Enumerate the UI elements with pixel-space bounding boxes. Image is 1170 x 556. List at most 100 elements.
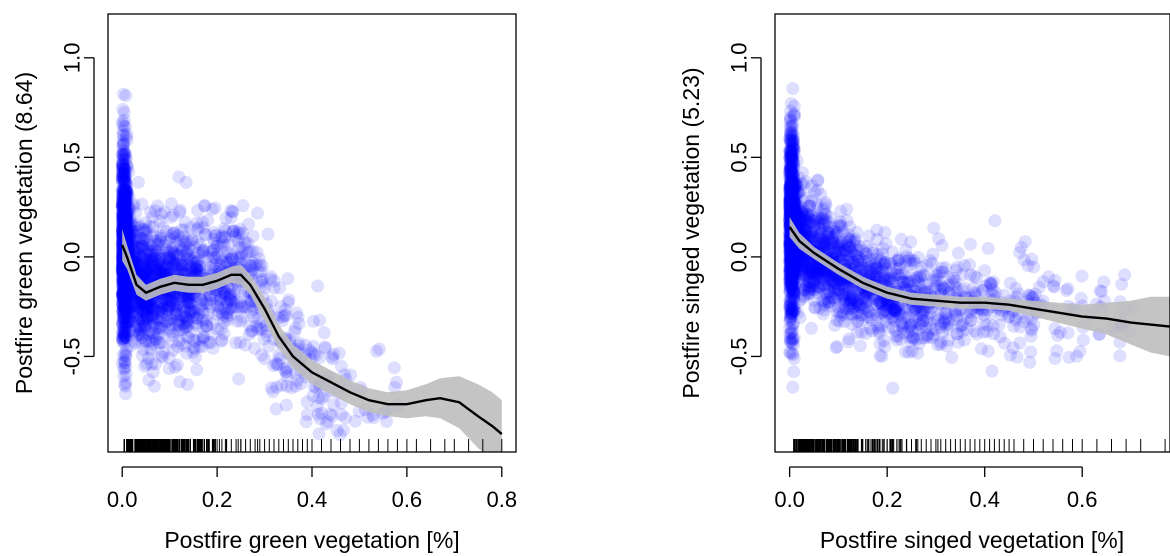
scatter-point: [902, 254, 916, 268]
scatter-point: [128, 319, 142, 333]
scatter-point: [117, 192, 131, 206]
scatter-point: [199, 228, 213, 242]
scatter-point: [117, 293, 131, 307]
scatter-point: [168, 360, 182, 374]
scatter-point: [891, 267, 905, 281]
scatter-point: [850, 292, 864, 306]
scatter-point: [154, 235, 168, 249]
scatter-point: [118, 284, 132, 298]
scatter-point: [225, 250, 239, 264]
scatter-point: [124, 223, 138, 237]
scatter-point: [122, 304, 136, 317]
scatter-point: [784, 246, 798, 260]
scatter-point: [805, 208, 819, 222]
scatter-point: [119, 283, 133, 297]
scatter-point: [783, 264, 797, 278]
scatter-point: [124, 306, 138, 320]
scatter-point: [247, 310, 261, 324]
scatter-point: [236, 226, 250, 240]
scatter-point: [118, 198, 131, 212]
scatter-point: [117, 337, 131, 350]
scatter-point: [835, 289, 849, 302]
scatter-point: [116, 304, 130, 318]
scatter-point: [174, 241, 188, 255]
scatter-point: [257, 332, 271, 346]
scatter-point: [117, 209, 131, 223]
scatter-point: [784, 210, 798, 224]
scatter-point: [786, 197, 800, 211]
scatter-point: [785, 165, 799, 179]
scatter-point: [787, 160, 801, 173]
scatter-point: [783, 331, 797, 345]
scatter-point: [156, 221, 170, 235]
scatter-point: [807, 218, 821, 232]
scatter-point: [267, 274, 281, 288]
scatter-point: [784, 127, 797, 141]
scatter-point: [784, 271, 798, 285]
scatter-point: [786, 270, 800, 284]
x-tick-label: 0.4: [297, 487, 328, 512]
scatter-point: [118, 174, 131, 188]
scatter-point: [949, 313, 963, 327]
scatter-point: [180, 246, 193, 260]
scatter-point: [840, 235, 854, 249]
scatter-point: [119, 206, 133, 220]
scatter-point: [930, 279, 944, 293]
scatter-point: [140, 298, 154, 312]
scatter-point: [885, 311, 899, 325]
scatter-point: [934, 337, 947, 351]
scatter-point: [185, 244, 199, 258]
scatter-point: [181, 330, 195, 344]
scatter-point: [892, 299, 906, 313]
scatter-point: [119, 360, 133, 374]
scatter-point: [785, 205, 799, 219]
scatter-point: [901, 325, 914, 339]
scatter-point: [282, 293, 296, 307]
scatter-point: [117, 203, 131, 217]
scatter-point: [196, 333, 210, 347]
scatter-point: [854, 308, 868, 322]
scatter-point: [154, 295, 168, 309]
scatter-point: [302, 343, 316, 357]
scatter-point: [126, 235, 139, 248]
scatter-point: [784, 297, 798, 311]
scatter-point: [119, 387, 133, 401]
scatter-point: [795, 262, 809, 276]
scatter-point: [784, 162, 798, 175]
scatter-point: [135, 318, 149, 332]
scatter-point: [784, 245, 798, 258]
scatter-point: [787, 172, 801, 186]
scatter-point: [117, 292, 130, 306]
scatter-point: [817, 278, 831, 292]
scatter-point: [786, 260, 800, 274]
scatter-point: [784, 326, 798, 340]
scatter-point: [801, 215, 815, 229]
scatter-point: [179, 258, 193, 272]
scatter-point: [783, 180, 797, 194]
scatter-point: [1032, 280, 1046, 294]
scatter-point: [784, 252, 798, 266]
scatter-point: [830, 226, 844, 240]
scatter-point: [159, 235, 173, 249]
scatter-point: [787, 243, 801, 257]
scatter-point: [784, 176, 798, 190]
scatter-point: [243, 319, 257, 333]
scatter-point: [119, 291, 133, 305]
scatter-point: [119, 298, 132, 312]
scatter-point: [821, 241, 835, 255]
scatter-point: [785, 186, 799, 200]
scatter-point: [787, 138, 801, 152]
scatter-point: [213, 258, 227, 272]
scatter-point: [935, 261, 949, 275]
scatter-point: [784, 181, 797, 194]
scatter-point: [783, 195, 797, 209]
scatter-point: [256, 273, 270, 287]
scatter-point: [784, 135, 798, 149]
scatter-point: [784, 209, 797, 223]
scatter-point: [117, 303, 131, 317]
scatter-point: [226, 224, 240, 238]
scatter-point: [203, 261, 217, 275]
scatter-point: [139, 312, 153, 326]
scatter-point: [117, 199, 131, 213]
scatter-point: [886, 302, 900, 316]
